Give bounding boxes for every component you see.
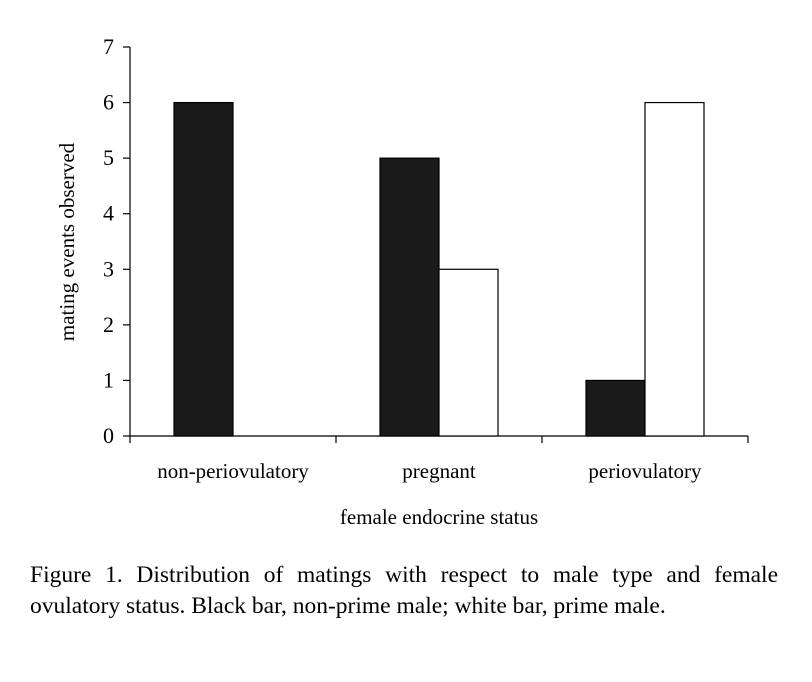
y-tick-label: 0 (103, 423, 114, 448)
y-axis-title: mating events observed (55, 142, 79, 341)
y-tick-label: 5 (103, 145, 114, 170)
x-axis: non-periovulatory pregnant periovulatory (129, 435, 749, 483)
y-axis: 0 1 2 3 4 5 6 7 (103, 34, 131, 448)
x-tick-label: non-periovulatory (157, 459, 309, 483)
bar (438, 268, 499, 437)
x-tick-label: periovulatory (588, 459, 702, 483)
y-tick-label: 1 (103, 367, 114, 392)
y-tick-label: 7 (103, 34, 114, 59)
bar-chart: 0 1 2 3 4 5 6 7 non-periovulatory pregnant periov… (55, 34, 749, 529)
y-tick-label: 3 (103, 256, 114, 281)
y-tick-label: 6 (103, 90, 114, 115)
bar (644, 101, 705, 437)
bars (173, 101, 705, 437)
y-tick-label: 2 (103, 312, 114, 337)
y-tick-label: 4 (103, 201, 114, 226)
x-axis-title: female endocrine status (340, 505, 538, 529)
bar (173, 101, 234, 437)
x-tick-label: pregnant (402, 459, 476, 483)
figure-caption: Figure 1. Distribution of matings with r… (30, 562, 778, 619)
bar (379, 157, 440, 437)
bar (585, 379, 646, 437)
